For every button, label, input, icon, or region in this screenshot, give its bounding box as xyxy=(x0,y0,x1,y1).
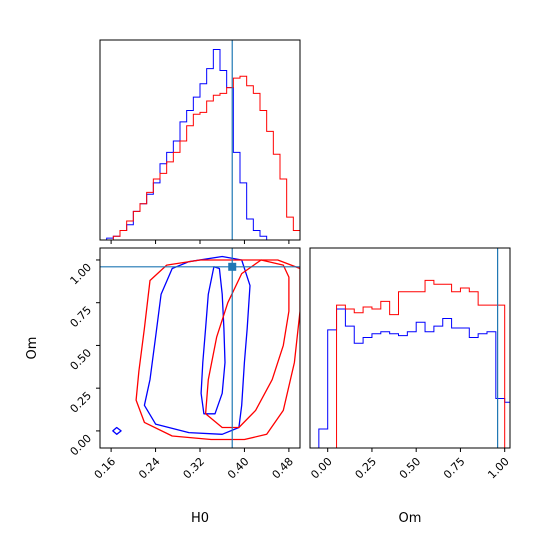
joint-xtick-label-0: 0.16 xyxy=(92,455,119,482)
y-axis-label-om: Om xyxy=(25,337,40,360)
contour-1 xyxy=(143,255,251,435)
joint-truth-marker xyxy=(228,262,237,271)
joint-ytick-label-3: 0.75 xyxy=(68,304,95,331)
om-hist-series-0 xyxy=(310,308,511,449)
joint-xtick-label-3: 0.40 xyxy=(225,455,252,482)
om-hist-frame xyxy=(309,247,511,449)
h0-hist-series-1 xyxy=(100,75,301,241)
contour-4 xyxy=(135,259,300,441)
om-hist-xtick-label-0: 0.00 xyxy=(308,455,335,482)
joint-contour-panel: 0.16 0.24 0.32 0.40 0.48 0.00 0.25 0.50 0.75 1.00 xyxy=(68,247,301,482)
om-histogram-panel: 0.00 0.25 0.50 0.75 1.00 xyxy=(308,247,512,482)
joint-xtick-label-4: 0.48 xyxy=(269,455,296,482)
om-hist-xtick-label-2: 0.50 xyxy=(397,455,424,482)
joint-ytick-label-2: 0.50 xyxy=(68,346,95,373)
joint-xtick-label-1: 0.24 xyxy=(136,455,163,482)
contour-2 xyxy=(112,426,122,435)
joint-contours xyxy=(112,255,300,441)
joint-frame xyxy=(99,247,301,449)
joint-ytick-label-4: 1.00 xyxy=(68,261,95,288)
contour-3 xyxy=(204,259,290,429)
om-hist-xtick-label-4: 1.00 xyxy=(485,455,512,482)
h0-histogram-panel xyxy=(99,39,301,244)
x-axis-label-h0: H0 xyxy=(191,511,209,526)
om-hist-xtick-label-3: 0.75 xyxy=(441,455,468,482)
h0-hist-series-0 xyxy=(100,49,300,241)
om-hist-xtick-label-1: 0.25 xyxy=(353,455,380,482)
joint-xtick-label-2: 0.32 xyxy=(181,455,208,482)
x-axis-label-om: Om xyxy=(399,511,422,526)
h0-hist-frame xyxy=(99,39,301,241)
joint-ytick-label-1: 0.25 xyxy=(68,389,95,416)
om-hist-series-1 xyxy=(310,279,510,449)
contour-0 xyxy=(200,266,226,415)
joint-ytick-label-0: 0.00 xyxy=(68,432,95,459)
